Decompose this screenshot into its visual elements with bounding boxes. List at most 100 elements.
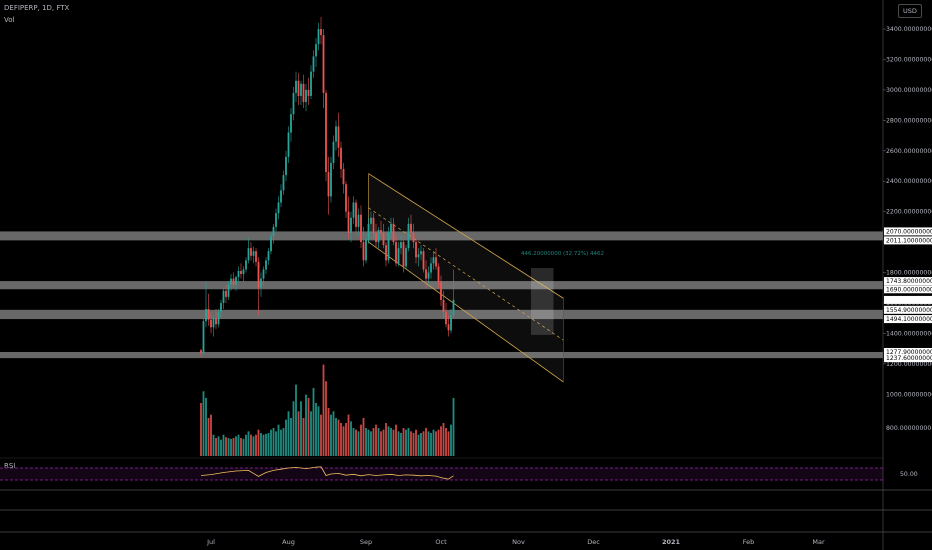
zone-price-label: 1554.90000000: [886, 307, 932, 314]
candle-body: [305, 89, 307, 103]
volume-bar: [425, 428, 427, 456]
volume-bar: [422, 431, 425, 456]
price-tick-label: 2600.00000000: [886, 148, 932, 155]
candle-body: [392, 223, 395, 243]
candle-body: [257, 261, 260, 288]
zone-price-label: 1690.00000000: [886, 286, 932, 293]
rsi-legend-label: RSI: [4, 462, 16, 470]
volume-bar: [265, 433, 267, 456]
zone-price-label: 1237.60000000: [886, 355, 932, 362]
time-tick-label: Feb: [743, 538, 755, 546]
volume-bar: [297, 411, 300, 456]
volume-bar: [295, 384, 297, 456]
candle-body: [275, 213, 277, 227]
zone-price-tag: [884, 305, 932, 314]
volume-bar: [437, 429, 440, 456]
zone-price-tag: [884, 236, 932, 245]
candle-body: [417, 254, 420, 258]
candle-body: [370, 217, 372, 224]
price-tick-label: 3400.00000000: [886, 26, 932, 33]
volume-bar: [450, 424, 452, 456]
volume-bar: [397, 431, 400, 456]
candle-body: [205, 309, 207, 322]
zone-price-tag: [884, 227, 932, 236]
candle-body: [380, 229, 382, 233]
volume-bar: [207, 417, 210, 456]
candle-body: [235, 277, 237, 285]
candle-body: [260, 278, 262, 288]
volume-bar: [290, 417, 292, 456]
candle-body: [332, 141, 335, 163]
volume-bar: [250, 434, 252, 456]
candle-body: [220, 302, 222, 313]
volume-bar: [282, 428, 285, 456]
volume-bar: [377, 428, 380, 456]
volume-bar: [315, 402, 317, 456]
candle-body: [277, 202, 280, 214]
volume-bar: [270, 429, 272, 456]
volume-bar: [385, 422, 387, 456]
candle-body: [245, 260, 247, 270]
volume-bar: [222, 434, 225, 456]
volume-bar: [400, 433, 402, 456]
zone-price-label: 1494.10000000: [886, 316, 932, 323]
candle-body: [445, 312, 447, 325]
candle-body: [372, 217, 375, 233]
candle-body: [397, 248, 400, 264]
candle-body: [362, 242, 365, 261]
candle-body: [337, 126, 340, 148]
price-tick-label: 1400.00000000: [886, 330, 932, 337]
volume-bar: [340, 422, 342, 456]
volume-bar: [365, 428, 367, 456]
candle-body: [347, 211, 350, 233]
candle-body: [287, 132, 290, 157]
volume-bar: [347, 414, 350, 456]
volume-bar: [442, 422, 445, 456]
channel-lower-line: [368, 241, 564, 383]
axes: 3400.00000000 3200.00000000 3000.00000000 2…: [206, 0, 932, 550]
candle-body: [330, 162, 332, 197]
candle-body: [352, 202, 355, 218]
volume-bar: [275, 431, 277, 456]
candle-body: [282, 175, 285, 191]
candle-body: [400, 242, 402, 249]
volume-bar: [440, 426, 442, 456]
currency-button[interactable]: USD: [898, 4, 922, 18]
volume-bar: [372, 428, 375, 456]
candle-body: [375, 232, 377, 243]
price-tick-label: 1800.00000000: [886, 270, 932, 277]
symbol-title: DEFIPERP, 1D, FTX: [4, 4, 70, 12]
volume-bar: [382, 429, 385, 456]
candle-body: [200, 350, 202, 354]
volume-bar: [432, 429, 435, 456]
volume-bar: [327, 407, 330, 456]
volume-bar: [257, 429, 260, 456]
candle-body: [425, 269, 427, 279]
candle-body: [342, 169, 345, 185]
zone-price-tag: [884, 285, 932, 294]
volume-bar: [420, 433, 422, 456]
zone-price-tag: [884, 277, 932, 286]
volume-bar: [302, 417, 305, 456]
rsi-pane: [0, 457, 932, 533]
time-tick-label: Oct: [435, 538, 447, 546]
candle-body: [377, 229, 380, 243]
price-tick-label: 2400.00000000: [886, 178, 932, 185]
candle-body: [422, 251, 425, 270]
candle-body: [360, 214, 362, 243]
volume-bar: [332, 411, 335, 456]
candle-body: [212, 318, 215, 328]
candle-body: [325, 92, 327, 173]
volume-bar: [405, 429, 407, 456]
volume-bar: [330, 414, 332, 456]
candle-body: [412, 232, 415, 243]
candle-body: [300, 83, 302, 96]
volume-bar: [245, 434, 247, 456]
volume-bar: [370, 431, 372, 456]
volume-bar: [337, 419, 340, 456]
volume-bar: [435, 431, 437, 456]
channel-upper-line: [368, 173, 564, 299]
volume-tick-label: 800.00000000: [886, 425, 931, 432]
